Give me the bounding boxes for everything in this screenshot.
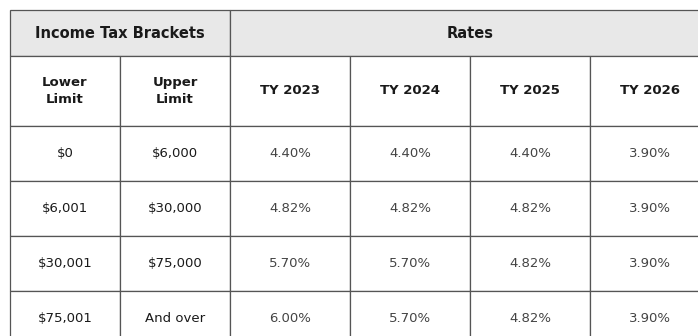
Text: 3.90%: 3.90%: [629, 202, 671, 215]
Text: 4.40%: 4.40%: [389, 147, 431, 160]
Bar: [350, 181, 470, 236]
Text: $75,001: $75,001: [38, 312, 92, 325]
Text: TY 2023: TY 2023: [260, 84, 320, 97]
Bar: [120, 236, 230, 291]
Text: 4.40%: 4.40%: [509, 147, 551, 160]
Bar: [120, 291, 230, 336]
Text: Income Tax Brackets: Income Tax Brackets: [35, 26, 205, 41]
Bar: [120, 181, 230, 236]
Bar: [590, 291, 698, 336]
Bar: [230, 291, 350, 336]
Text: $30,001: $30,001: [38, 257, 92, 270]
Text: 4.82%: 4.82%: [509, 257, 551, 270]
Bar: [10, 291, 120, 336]
Bar: [470, 56, 590, 126]
Text: TY 2025: TY 2025: [500, 84, 560, 97]
Bar: [590, 56, 698, 126]
Text: 3.90%: 3.90%: [629, 257, 671, 270]
Bar: [590, 236, 698, 291]
Bar: [230, 126, 350, 181]
Bar: [590, 181, 698, 236]
Text: 4.82%: 4.82%: [269, 202, 311, 215]
Bar: [120, 126, 230, 181]
Text: 3.90%: 3.90%: [629, 147, 671, 160]
Bar: [350, 56, 470, 126]
Text: 4.82%: 4.82%: [389, 202, 431, 215]
Bar: [470, 181, 590, 236]
Text: Lower
Limit: Lower Limit: [42, 76, 88, 106]
Text: Upper
Limit: Upper Limit: [152, 76, 198, 106]
Text: $0: $0: [57, 147, 73, 160]
Bar: [590, 126, 698, 181]
Bar: [350, 291, 470, 336]
Bar: [10, 126, 120, 181]
Text: 4.82%: 4.82%: [509, 202, 551, 215]
Bar: [230, 236, 350, 291]
Text: 6.00%: 6.00%: [269, 312, 311, 325]
Text: $6,000: $6,000: [152, 147, 198, 160]
Bar: [470, 291, 590, 336]
Bar: [120, 56, 230, 126]
Text: TY 2026: TY 2026: [620, 84, 680, 97]
Text: TY 2024: TY 2024: [380, 84, 440, 97]
Text: $30,000: $30,000: [148, 202, 202, 215]
Text: 3.90%: 3.90%: [629, 312, 671, 325]
Bar: [230, 56, 350, 126]
Text: 4.82%: 4.82%: [509, 312, 551, 325]
Bar: [470, 236, 590, 291]
Bar: [350, 236, 470, 291]
Text: $6,001: $6,001: [42, 202, 88, 215]
Bar: [10, 236, 120, 291]
Text: 5.70%: 5.70%: [389, 312, 431, 325]
Bar: [350, 126, 470, 181]
Bar: [10, 56, 120, 126]
Text: And over: And over: [145, 312, 205, 325]
Bar: [230, 181, 350, 236]
Text: 5.70%: 5.70%: [269, 257, 311, 270]
Bar: [10, 10, 230, 56]
Bar: [230, 10, 698, 56]
Text: 5.70%: 5.70%: [389, 257, 431, 270]
Text: Rates: Rates: [447, 26, 493, 41]
Text: $75,000: $75,000: [147, 257, 202, 270]
Text: 4.40%: 4.40%: [269, 147, 311, 160]
Bar: [10, 181, 120, 236]
Bar: [470, 126, 590, 181]
